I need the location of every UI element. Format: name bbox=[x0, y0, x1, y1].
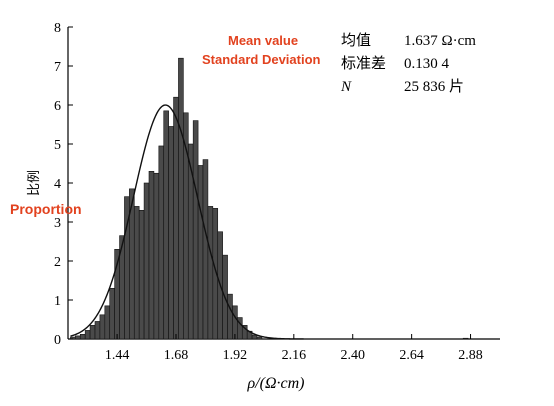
y-tick-label: 4 bbox=[54, 177, 61, 192]
y-tick-label: 6 bbox=[54, 99, 61, 114]
histogram-bar bbox=[84, 330, 91, 340]
histogram-bar bbox=[89, 325, 96, 340]
histogram-bar bbox=[99, 314, 106, 340]
ticks-group: 1.44 1.68 1.92 2.16 2.40 2.64 2.88 0 1 2 3 4 5 6 7 8 bbox=[54, 21, 483, 363]
histogram-bar bbox=[202, 159, 209, 340]
stats-std-label: 标准差 bbox=[341, 55, 386, 72]
stats-std-value: 0.130 4 bbox=[404, 56, 450, 72]
x-tick-label: 2.64 bbox=[399, 348, 424, 363]
std-annotation: Standard Deviation bbox=[202, 52, 321, 67]
x-axis-label: ρ/(Ω·cm) bbox=[246, 375, 304, 392]
histogram-bar bbox=[192, 120, 199, 340]
histogram-bar bbox=[207, 206, 214, 340]
x-tick-label: 1.68 bbox=[164, 348, 189, 363]
histogram-bar bbox=[104, 305, 111, 340]
y-axis-label: 比例 bbox=[26, 170, 41, 196]
histogram-bar bbox=[79, 334, 86, 340]
x-tick-label: 1.44 bbox=[105, 348, 130, 363]
histogram-bar bbox=[168, 126, 174, 340]
mean-annotation: Mean value bbox=[228, 33, 298, 48]
histogram-bar bbox=[75, 335, 81, 340]
y-tick-label: 1 bbox=[54, 294, 61, 309]
y-tick-label: 0 bbox=[54, 333, 61, 348]
histogram-bar bbox=[256, 336, 263, 340]
histogram-bar bbox=[163, 110, 169, 340]
histogram-bar bbox=[133, 206, 140, 340]
histogram-bar bbox=[153, 172, 160, 340]
histogram-bar bbox=[94, 321, 101, 340]
x-tick-label: 2.40 bbox=[340, 348, 365, 363]
normal-fit-curve bbox=[70, 104, 304, 340]
stats-mean-value: 1.637 Ω·cm bbox=[404, 33, 476, 49]
histogram-bar bbox=[197, 165, 204, 340]
x-tick-label: 2.88 bbox=[458, 348, 483, 363]
histogram-bar bbox=[173, 96, 179, 340]
x-tick-label: 1.92 bbox=[223, 348, 248, 363]
y-tick-label: 5 bbox=[54, 138, 61, 153]
histogram-bar bbox=[148, 171, 155, 340]
y-tick-label: 2 bbox=[54, 255, 61, 270]
histogram-bar bbox=[251, 334, 258, 340]
bars-group bbox=[70, 57, 469, 340]
y-tick-label: 3 bbox=[54, 216, 61, 231]
histogram-bar bbox=[227, 293, 233, 340]
stats-box: 均值 1.637 Ω·cm 标准差 0.130 4 N 25 836 片 bbox=[340, 32, 476, 95]
histogram-bar bbox=[178, 57, 184, 340]
x-tick-label: 2.16 bbox=[282, 348, 307, 363]
histogram-bar bbox=[109, 287, 115, 340]
stats-n-label: N bbox=[340, 79, 352, 95]
histogram-bar bbox=[158, 145, 165, 340]
stats-n-value: 25 836 片 bbox=[404, 78, 464, 95]
y-tick-label: 8 bbox=[54, 21, 61, 36]
y-axis-label-annotation: Proportion bbox=[10, 201, 82, 217]
histogram-bar bbox=[138, 210, 145, 340]
histogram-bar bbox=[462, 337, 469, 340]
stats-mean-label: 均值 bbox=[341, 32, 371, 49]
y-tick-label: 7 bbox=[54, 60, 61, 75]
histogram-bar bbox=[143, 182, 150, 340]
